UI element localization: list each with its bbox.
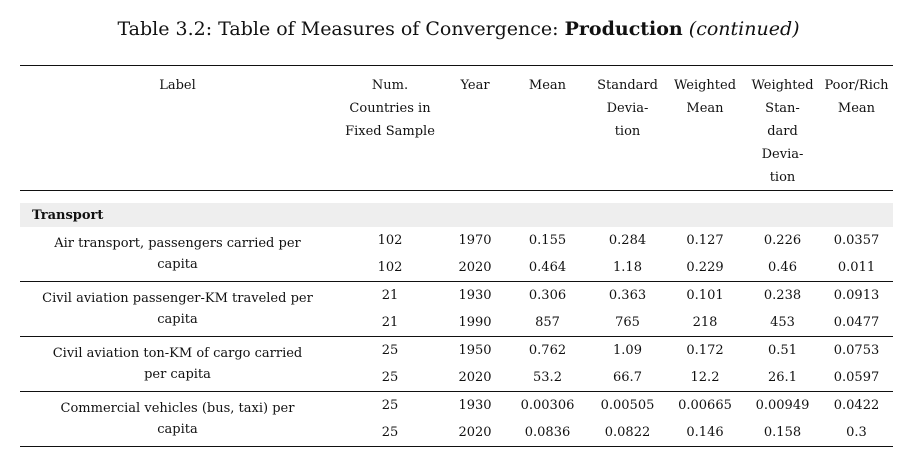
table-cell: 0.0597	[833, 370, 880, 385]
table-cell: 0.00505	[600, 398, 655, 413]
table-cell: 25	[381, 398, 399, 413]
table-cell: 66.7	[613, 370, 642, 385]
header-row: Label Num. Countries in Fixed Sample Year …	[20, 65, 893, 191]
row-label: Civil aviation passenger-KM traveled per…	[42, 291, 313, 327]
caption-prefix: Table 3.2: Table of Measures of Converge…	[117, 18, 565, 40]
table-cell: 0.238	[763, 288, 802, 303]
table-cell: 0.226	[763, 233, 802, 248]
section-label: Transport	[20, 203, 893, 227]
table-cell: 26.1	[768, 370, 797, 385]
table-cell: 0.172	[686, 343, 724, 358]
col-header-weighted-mean: Weighted Mean	[673, 78, 737, 116]
table-row: 25 2020 53.2 66.7 12.2 26.1 0.0597	[20, 364, 893, 392]
col-header-label: Label	[159, 78, 196, 93]
table-cell: 0.0822	[604, 425, 651, 440]
table-cell: 453	[770, 315, 795, 330]
table-row: Air transport, passengers carried per ca…	[20, 227, 893, 272]
table-cell: 0.0422	[833, 398, 880, 413]
table-row: 25 2020 0.0836 0.0822 0.146 0.158 0.3	[20, 419, 893, 447]
table-cell: 0.00949	[755, 398, 810, 413]
table-cell: 0.0477	[833, 315, 880, 330]
table-cell: 25	[381, 425, 399, 440]
convergence-table: Label Num. Countries in Fixed Sample Year …	[20, 65, 893, 447]
table-cell: 857	[535, 315, 560, 330]
table-row: 102 2020 0.464 1.18 0.229 0.46 0.011	[20, 254, 893, 282]
table-cell: 1990	[458, 315, 492, 330]
table-cell: 0.306	[528, 288, 567, 303]
col-header-mean: Mean	[528, 78, 567, 93]
table-cell: 218	[692, 315, 718, 330]
table-cell: 0.0836	[524, 425, 571, 440]
col-header-poor-rich: Poor/Rich Mean	[824, 78, 889, 116]
table-cell: 0.762	[528, 343, 567, 358]
row-label: Air transport, passengers carried per ca…	[54, 236, 301, 272]
table-cell: 1.09	[613, 343, 642, 358]
table-cell: 102	[377, 260, 403, 275]
table-cell: 25	[381, 343, 399, 358]
table-cell: 2020	[458, 370, 492, 385]
table-cell: 1970	[458, 233, 492, 248]
table-cell: 0.229	[686, 260, 724, 275]
table-cell: 0.155	[528, 233, 567, 248]
table-cell: 1930	[458, 398, 492, 413]
table-cell: 1.18	[613, 260, 642, 275]
table-cell: 0.127	[686, 233, 724, 248]
table-row: Commercial vehicles (bus, taxi) per capi…	[20, 391, 893, 437]
table-cell: 21	[381, 288, 399, 303]
table-cell: 0.00665	[678, 398, 732, 413]
table-cell: 0.00306	[520, 398, 575, 413]
table-cell: 765	[615, 315, 640, 330]
col-header-std: Standard Devia-tion	[597, 78, 658, 139]
table-caption: Table 3.2: Table of Measures of Converge…	[0, 18, 917, 40]
table-row: Civil aviation ton-KM of cargo carried p…	[20, 336, 893, 382]
col-header-weighted-std: Weighted Stan-dard Devia-tion	[751, 78, 814, 185]
table-cell: 0.3	[846, 425, 867, 440]
table-cell: 1950	[458, 343, 492, 358]
table-cell: 0.0753	[833, 343, 880, 358]
spacer-row	[20, 191, 893, 204]
row-label: Civil aviation ton-KM of cargo carried p…	[52, 346, 303, 382]
table-cell: 0.0357	[833, 233, 880, 248]
section-row: Transport	[20, 203, 893, 227]
table-row: Civil aviation passenger-KM traveled per…	[20, 281, 893, 327]
table-cell: 0.011	[837, 260, 876, 275]
caption-bold: Production	[564, 18, 683, 40]
table-cell: 0.51	[768, 343, 797, 358]
table-cell: 0.101	[686, 288, 724, 303]
table-cell: 102	[377, 233, 403, 248]
table-cell: 0.46	[768, 260, 797, 275]
table-cell: 0.284	[608, 233, 647, 248]
table-row: 21 1990 857 765 218 453 0.0477	[20, 309, 893, 337]
table-cell: 21	[381, 315, 399, 330]
table-cell: 0.146	[686, 425, 724, 440]
table-cell: 25	[381, 370, 399, 385]
table-cell: 53.2	[533, 370, 562, 385]
col-header-year: Year	[460, 78, 490, 93]
table-cell: 12.2	[690, 370, 720, 385]
table-cell: 0.0913	[833, 288, 880, 303]
col-header-num-countries: Num. Countries in Fixed Sample	[345, 78, 435, 139]
caption-italic: (continued)	[688, 18, 800, 40]
table-cell: 0.363	[608, 288, 647, 303]
table-cell: 2020	[458, 260, 492, 275]
row-label: Commercial vehicles (bus, taxi) per capi…	[60, 401, 295, 437]
table-cell: 0.158	[763, 425, 802, 440]
table-cell: 0.464	[528, 260, 567, 275]
table-cell: 2020	[458, 425, 492, 440]
table-cell: 1930	[458, 288, 492, 303]
